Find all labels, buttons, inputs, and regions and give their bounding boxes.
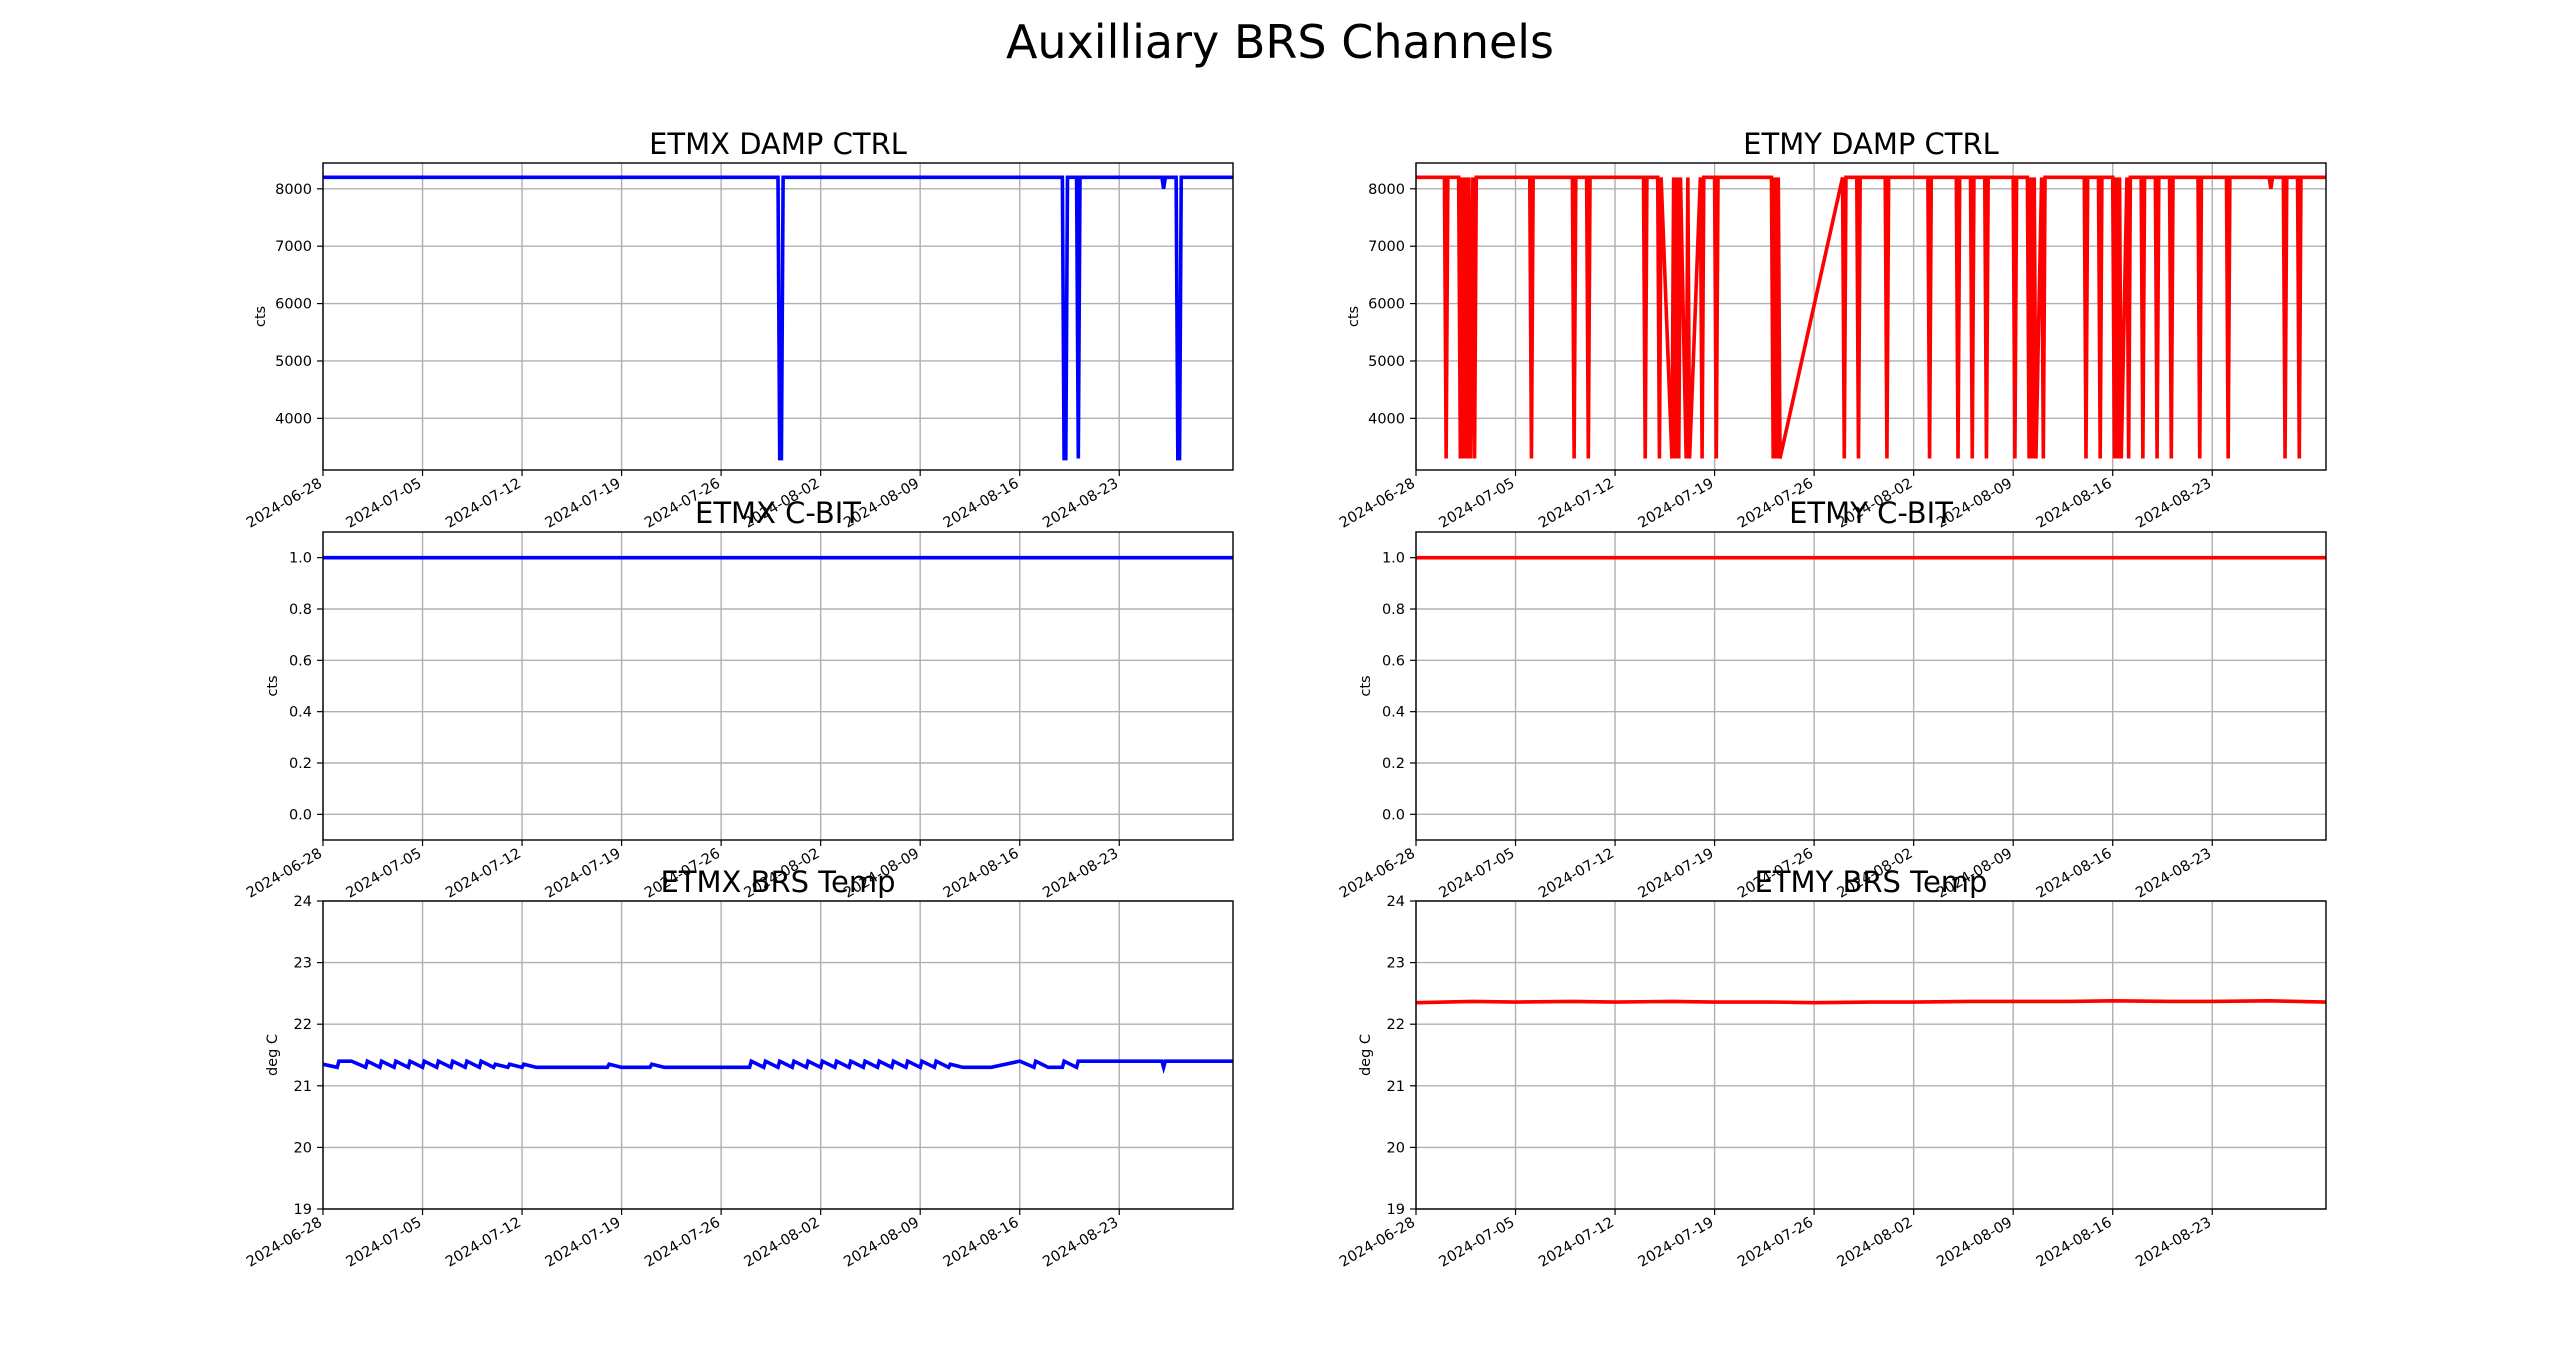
y-axis-label: deg C — [1358, 1034, 1374, 1076]
y-tick-label: 1.0 — [289, 551, 312, 567]
subplot-title: ETMY BRS Temp — [1755, 865, 1988, 899]
y-tick-label: 23 — [294, 956, 312, 972]
axes-frame — [1415, 531, 2327, 841]
y-tick-label: 24 — [294, 894, 312, 910]
y-axis-label: cts — [265, 675, 281, 696]
series-line-etmx-damp-ctrl — [323, 175, 1233, 461]
y-tick-label: 22 — [294, 1017, 312, 1033]
y-tick-label: 0.0 — [289, 807, 312, 823]
subplot-title: ETMX DAMP CTRL — [649, 127, 907, 161]
axes-frame — [1415, 162, 2327, 471]
y-tick-label: 0.6 — [1382, 653, 1405, 669]
figure-title: Auxilliary BRS Channels — [1006, 15, 1554, 69]
y-tick-label: 8000 — [1368, 182, 1405, 198]
y-axis-label: cts — [253, 306, 269, 327]
y-tick-label: 24 — [1387, 894, 1405, 910]
y-tick-label: 7000 — [275, 239, 312, 255]
y-tick-label: 0.8 — [289, 602, 312, 618]
y-tick-label: 21 — [1387, 1079, 1405, 1095]
series-line-etmy-damp-ctrl — [1416, 175, 2326, 459]
y-tick-label: 6000 — [275, 297, 312, 313]
y-tick-label: 19 — [1387, 1202, 1405, 1218]
y-tick-label: 0.0 — [1382, 807, 1405, 823]
subplot-title: ETMX BRS Temp — [660, 865, 895, 899]
y-tick-label: 4000 — [275, 411, 312, 427]
y-tick-label: 5000 — [1368, 354, 1405, 370]
y-tick-label: 8000 — [275, 182, 312, 198]
axes-frame — [322, 531, 1234, 841]
y-axis-label: deg C — [265, 1034, 281, 1076]
y-tick-label: 0.8 — [1382, 602, 1405, 618]
y-tick-label: 20 — [294, 1140, 312, 1156]
y-axis-label: cts — [1346, 306, 1362, 327]
y-tick-label: 0.6 — [289, 653, 312, 669]
y-tick-label: 7000 — [1368, 239, 1405, 255]
y-tick-label: 0.2 — [289, 756, 312, 772]
y-tick-label: 23 — [1387, 956, 1405, 972]
y-axis-label: cts — [1358, 675, 1374, 696]
y-tick-label: 4000 — [1368, 411, 1405, 427]
axes-frame — [1415, 900, 2327, 1210]
series-line-etmx-brs-temp — [323, 1058, 1233, 1075]
axes-frame — [322, 162, 1234, 471]
y-tick-label: 5000 — [275, 354, 312, 370]
y-tick-label: 19 — [294, 1202, 312, 1218]
subplot-title: ETMY DAMP CTRL — [1743, 127, 1999, 161]
subplot-title: ETMY C-BIT — [1789, 496, 1953, 530]
y-tick-label: 1.0 — [1382, 551, 1405, 567]
axes-frame — [322, 900, 1234, 1210]
y-tick-label: 0.4 — [1382, 705, 1405, 721]
y-tick-label: 21 — [294, 1079, 312, 1095]
subplot-title: ETMX C-BIT — [695, 496, 861, 530]
y-tick-label: 22 — [1387, 1017, 1405, 1033]
y-tick-label: 0.4 — [289, 705, 312, 721]
y-tick-label: 0.2 — [1382, 756, 1405, 772]
y-tick-label: 6000 — [1368, 297, 1405, 313]
series-line-etmy-brs-temp — [1416, 998, 2326, 1005]
y-tick-label: 20 — [1387, 1140, 1405, 1156]
